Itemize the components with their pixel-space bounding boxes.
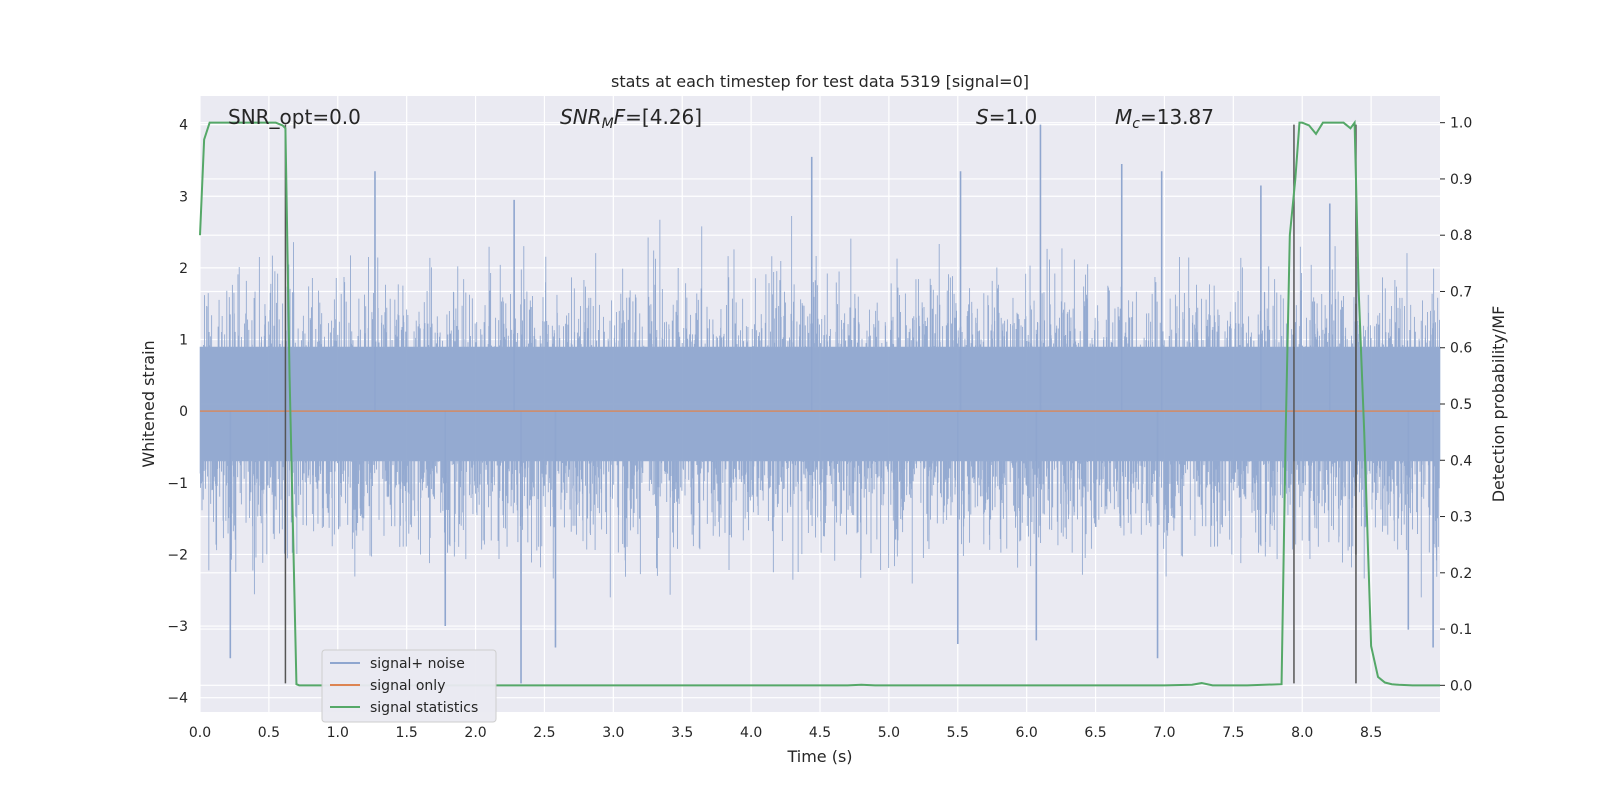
right-y-tick-9: 0.1 <box>1450 622 1472 638</box>
snr-mf-subscript: M <box>602 116 614 132</box>
x-tick-15: 7.5 <box>1222 725 1244 741</box>
annotation-snr-opt: SNR_opt=0.0 <box>228 105 361 129</box>
x-axis-label: Time (s) <box>786 747 852 766</box>
x-tick-1: 0.5 <box>258 725 280 741</box>
y-tick-5: −1 <box>167 476 188 492</box>
x-tick-11: 5.5 <box>947 725 969 741</box>
x-tick-3: 1.5 <box>396 725 418 741</box>
right-y-tick-1: 0.9 <box>1450 172 1472 188</box>
signal-statistics-line <box>199 119 1440 687</box>
annotation-snr-mf: SNRMF=[4.26] <box>560 105 702 132</box>
y-tick-7: −3 <box>167 619 188 635</box>
y-axis-label: Whitened strain <box>139 340 158 467</box>
s-value: =1.0 <box>989 105 1038 129</box>
right-y-axis-label: Detection probability/MF <box>1489 306 1508 503</box>
right-y-tick-5: 0.5 <box>1450 397 1472 413</box>
right-y-tick-8: 0.2 <box>1450 566 1472 582</box>
legend-label-signal-plus-noise: signal+ noise <box>370 656 465 672</box>
y-tick-1: 3 <box>179 189 188 205</box>
x-tick-9: 4.5 <box>809 725 831 741</box>
right-y-tick-10: 0.0 <box>1450 678 1472 694</box>
x-tick-13: 6.5 <box>1084 725 1106 741</box>
y-tick-2: 2 <box>179 261 188 277</box>
snr-mf-suffix: F <box>614 105 626 129</box>
y-tick-6: −2 <box>167 547 188 563</box>
s-symbol: S <box>976 105 989 129</box>
x-tick-labels: 0.0 0.5 1.0 1.5 2.0 2.5 3.0 3.5 4.0 4.5 5.0 5.5 6.0 6… <box>189 725 1382 741</box>
right-y-tick-0: 1.0 <box>1450 116 1472 132</box>
x-tick-10: 5.0 <box>878 725 900 741</box>
legend-label-signal-only: signal only <box>370 678 445 694</box>
y-tick-0: 4 <box>179 118 188 134</box>
y-tick-3: 1 <box>179 333 188 349</box>
x-tick-16: 8.0 <box>1291 725 1313 741</box>
right-y-tick-7: 0.3 <box>1450 510 1472 526</box>
x-tick-4: 2.0 <box>464 725 486 741</box>
annotation-s: S=1.0 <box>976 105 1037 129</box>
noise-trace <box>199 215 1441 598</box>
x-tick-17: 8.5 <box>1360 725 1382 741</box>
x-tick-6: 3.0 <box>602 725 624 741</box>
legend-label-signal-statistics: signal statistics <box>370 700 478 716</box>
x-tick-8: 4.0 <box>740 725 762 741</box>
annotation-mc: Mc=13.87 <box>1115 105 1214 132</box>
right-y-tick-2: 0.8 <box>1450 228 1472 244</box>
legend: signal+ noise signal only signal statist… <box>321 649 497 723</box>
noise-series-signal-plus-noise <box>199 124 1441 684</box>
right-y-tick-3: 0.7 <box>1450 284 1472 300</box>
legend-box <box>321 649 497 723</box>
mc-value: =13.87 <box>1140 105 1214 129</box>
y-tick-8: −4 <box>167 691 188 707</box>
snr-mf-symbol: SNR <box>560 105 602 129</box>
snr-mf-value: =[4.26] <box>625 105 702 129</box>
y-tick-labels: 4 3 2 1 0 −1 −2 −3 −4 <box>167 118 188 707</box>
right-y-tick-6: 0.4 <box>1450 453 1472 469</box>
x-tick-7: 3.5 <box>671 725 693 741</box>
x-tick-14: 7.0 <box>1153 725 1175 741</box>
signal-statistics-series <box>199 119 1440 687</box>
y-tick-4: 0 <box>179 404 188 420</box>
right-y-tick-labels: 1.0 0.9 0.8 0.7 0.6 0.5 0.4 0.3 0.2 0.1 0.0 <box>1440 116 1472 694</box>
x-tick-2: 1.0 <box>327 725 349 741</box>
x-tick-0: 0.0 <box>189 725 211 741</box>
chart-title: stats at each timestep for test data 531… <box>611 72 1029 91</box>
x-tick-12: 6.0 <box>1016 725 1038 741</box>
mc-subscript: c <box>1132 116 1140 132</box>
right-y-tick-4: 0.6 <box>1450 341 1472 357</box>
x-tick-5: 2.5 <box>533 725 555 741</box>
mc-symbol: M <box>1115 105 1132 129</box>
